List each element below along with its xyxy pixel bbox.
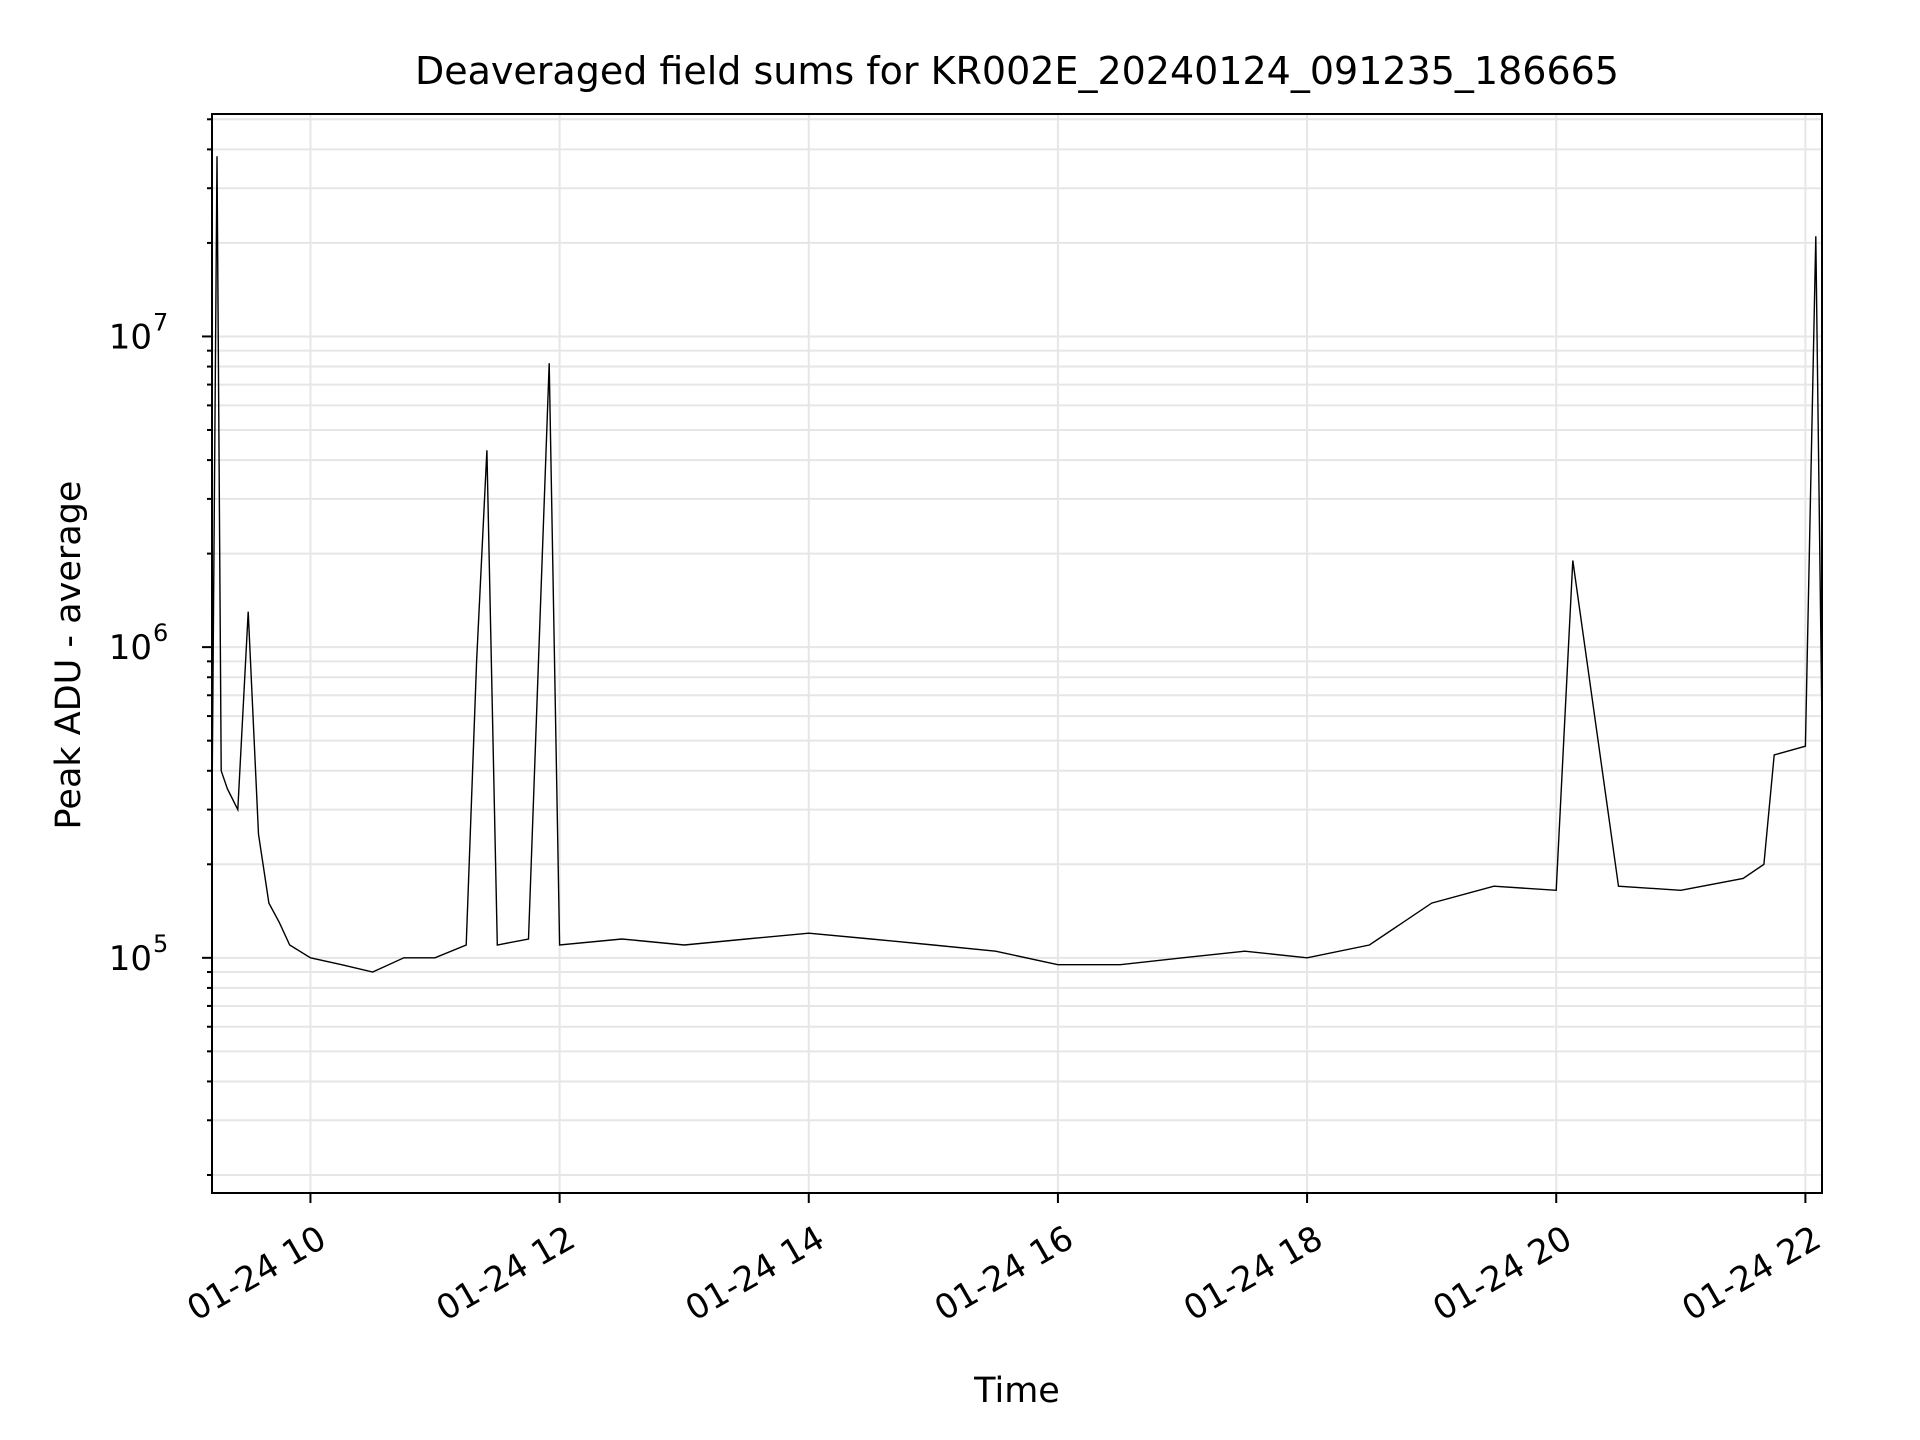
x-tick-label: 01-24 22 bbox=[1675, 1218, 1827, 1329]
x-tick-label: 01-24 16 bbox=[928, 1218, 1080, 1329]
y-tick-label: 10 bbox=[109, 317, 152, 357]
y-axis-label: Peak ADU - average bbox=[49, 481, 89, 830]
x-tick-label: 01-24 20 bbox=[1426, 1218, 1578, 1329]
grid bbox=[212, 114, 1822, 1193]
chart-title: Deaveraged field sums for KR002E_2024012… bbox=[415, 49, 1619, 93]
y-tick-label-exponent: 6 bbox=[153, 619, 168, 647]
y-tick-label: 10 bbox=[109, 628, 152, 668]
plot-frame bbox=[211, 113, 1823, 1194]
x-axis-label: Time bbox=[973, 1371, 1060, 1411]
x-tick-label: 01-24 18 bbox=[1177, 1218, 1329, 1329]
x-axis: 01-24 10 01-24 12 01-24 14 01-24 16 01-24 18… bbox=[181, 1193, 1828, 1329]
x-tick-label: 01-24 10 bbox=[181, 1218, 333, 1329]
y-tick-label-exponent: 7 bbox=[153, 308, 168, 336]
series-layer bbox=[211, 156, 1823, 973]
series-line-peak-adu bbox=[211, 156, 1823, 973]
x-tick-label: 01-24 12 bbox=[430, 1218, 582, 1329]
y-tick-label-exponent: 5 bbox=[153, 930, 168, 958]
x-tick-label: 01-24 14 bbox=[679, 1218, 831, 1329]
y-tick-label: 10 bbox=[109, 939, 152, 979]
